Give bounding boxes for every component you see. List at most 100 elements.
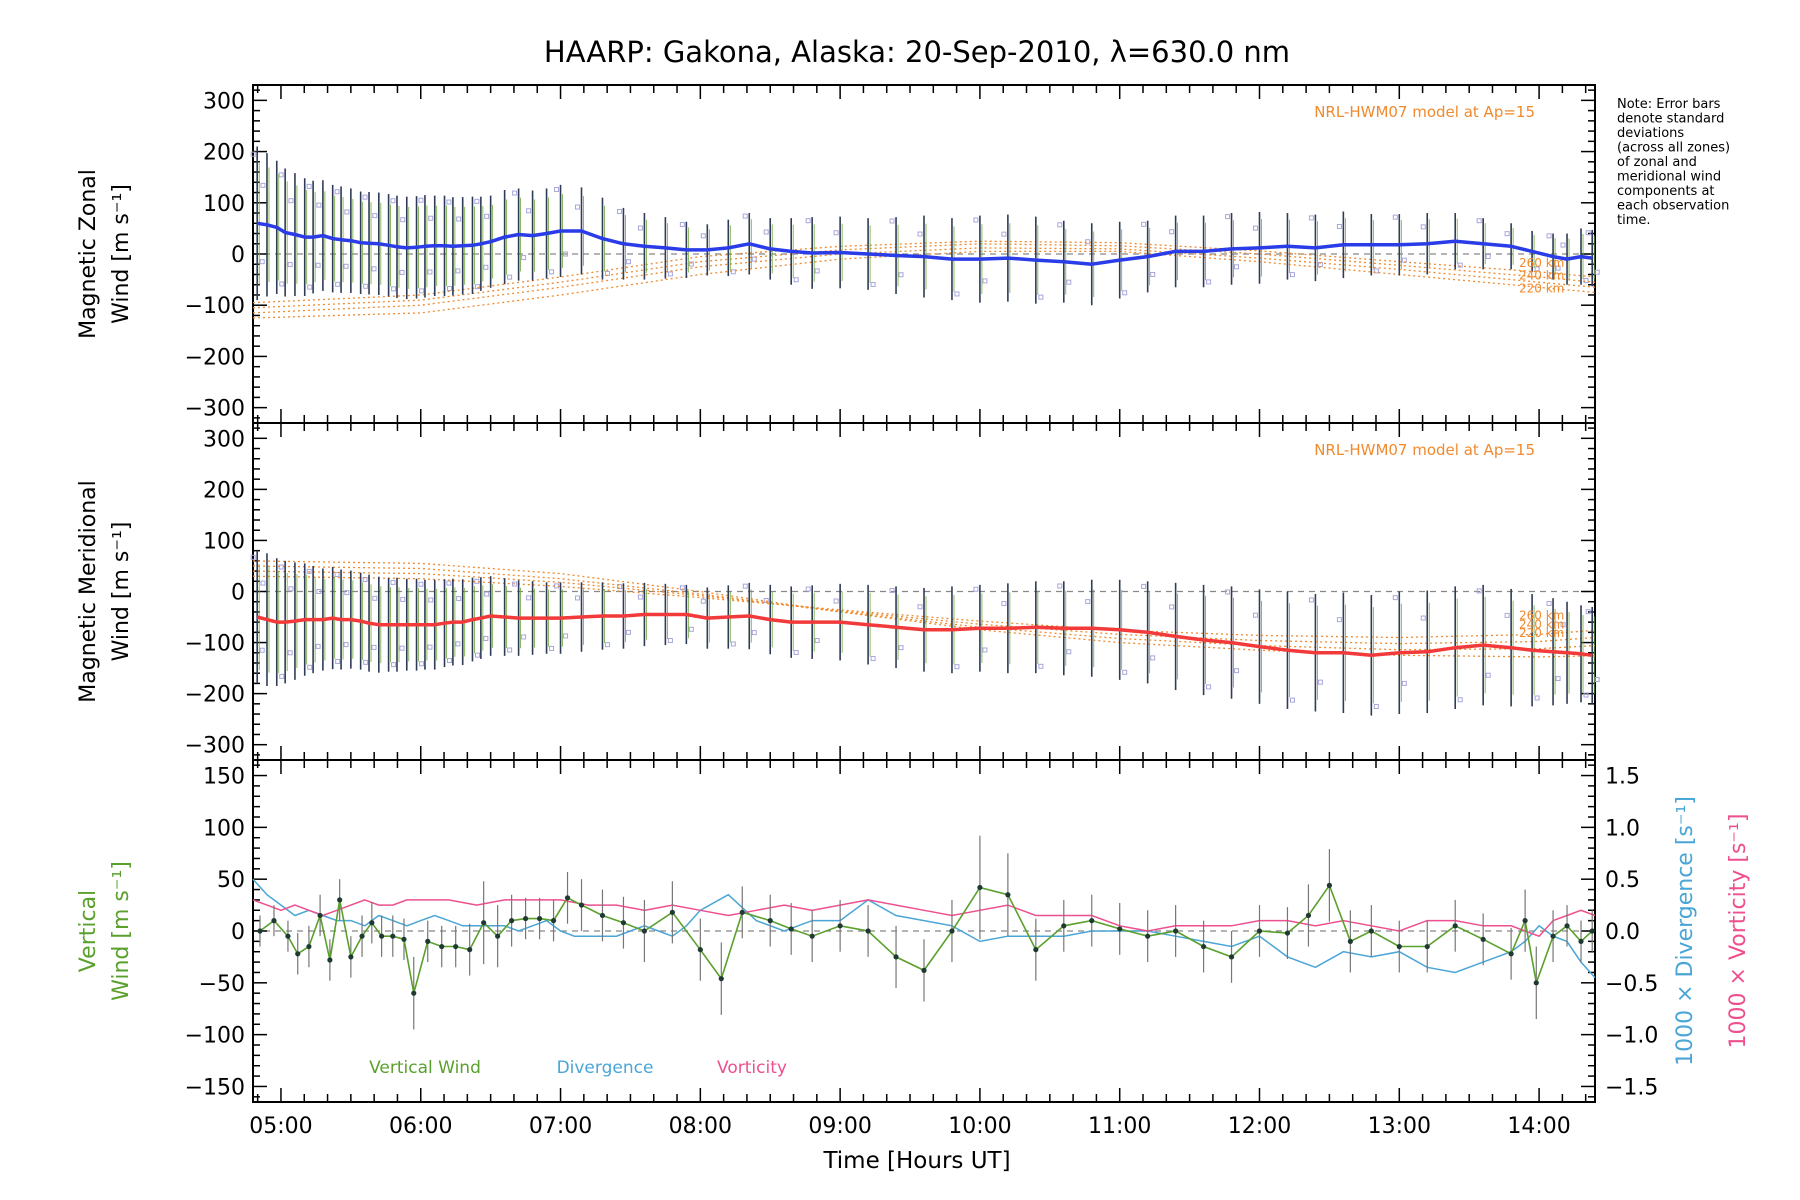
zone-sample: [1560, 242, 1566, 248]
zone-sample: [400, 217, 406, 223]
vertical-wind-point: [1200, 943, 1207, 950]
zone-sample: [1546, 233, 1552, 239]
y-axis-label: Wind [m s⁻¹]: [109, 184, 134, 324]
zone-sample: [1583, 278, 1589, 284]
y-axis-label: Magnetic Zonal: [76, 169, 101, 339]
vertical-wind-point: [1533, 980, 1539, 986]
zone-sample: [616, 584, 622, 590]
vertical-wind-point: [327, 957, 333, 963]
y-tick-label: 0: [231, 581, 245, 606]
zone-sample: [1253, 225, 1258, 231]
vertical-wind-point: [1368, 928, 1374, 934]
vertical-wind-point: [271, 918, 277, 924]
vertical-wind-point: [306, 943, 312, 950]
zone-sample: [260, 580, 266, 586]
y-tick-label: 100: [203, 529, 245, 554]
y-tick-label: −100: [185, 632, 245, 657]
zone-sample: [1038, 663, 1044, 669]
vertical-wind-point: [1284, 930, 1291, 936]
zone-sample: [730, 641, 736, 647]
vorticity-axis-label: 1000 × Vorticity [s⁻¹]: [1726, 814, 1751, 1049]
x-tick-label: 11:00: [1088, 1114, 1151, 1139]
vertical-wind-point: [1117, 926, 1123, 932]
zone-sample: [1534, 266, 1540, 272]
zone-sample: [742, 583, 748, 589]
vertical-wind-point: [522, 915, 529, 922]
zone-sample: [507, 647, 513, 653]
zone-sample: [474, 284, 480, 290]
vertical-wind-point: [337, 897, 343, 903]
vertical-wind-point: [977, 884, 983, 891]
zone-sample: [259, 259, 265, 265]
y-tick-label: −100: [185, 294, 245, 319]
zone-sample: [679, 222, 685, 228]
note-line: deviations: [1617, 126, 1684, 141]
zone-sample: [1001, 601, 1007, 607]
zone-sample: [456, 596, 462, 602]
zone-sample: [889, 587, 895, 593]
zone-sample: [1336, 223, 1342, 229]
zone-sample: [898, 272, 904, 278]
vertical-wind-point: [865, 928, 871, 934]
y-tick-label: −200: [185, 683, 245, 708]
zone-sample: [315, 262, 321, 268]
zone-sample: [427, 269, 433, 275]
vertical-wind-point: [1589, 928, 1595, 934]
zone-sample: [1066, 279, 1072, 285]
zone-sample: [521, 634, 527, 640]
y-axis-label: Magnetic Meridional: [76, 480, 101, 702]
zone-sample: [362, 577, 368, 583]
zone-sample: [700, 233, 706, 239]
vertical-wind-point: [550, 918, 557, 924]
y-tick-label: 0: [231, 920, 245, 945]
vertical-wind-point: [1033, 947, 1039, 953]
zone-sample: [1206, 279, 1212, 285]
zone-sample: [1317, 679, 1323, 685]
zone-sample: [250, 151, 256, 157]
zone-sample: [1141, 583, 1147, 589]
zone-sample: [625, 259, 631, 265]
zone-sample: [315, 643, 321, 649]
zone-sample: [1122, 290, 1128, 296]
y-tick-label: −200: [185, 345, 245, 370]
zone-sample: [1546, 600, 1552, 606]
zone-sample: [390, 198, 396, 204]
zone-sample: [667, 638, 673, 644]
zone-sample: [549, 645, 555, 651]
vertical-wind-point: [809, 933, 815, 939]
zone-sample: [688, 261, 694, 267]
vertical-wind-point: [893, 954, 899, 960]
vorticity-line: [252, 899, 1596, 938]
y-tick-label: 200: [203, 141, 245, 166]
vertical-wind-point: [390, 933, 396, 939]
zone-sample: [549, 269, 555, 275]
vertical-wind-point: [1508, 951, 1514, 957]
zone-sample: [575, 595, 581, 601]
zone-sample: [1308, 597, 1314, 603]
vertical-wind-point: [379, 933, 385, 939]
model-altitude-label: 220 km: [1519, 281, 1564, 295]
zone-sample: [1308, 215, 1314, 221]
vertical-wind-point: [1005, 892, 1011, 898]
zone-sample: [307, 284, 313, 290]
vertical-wind-point: [1452, 923, 1458, 929]
vertical-wind-point: [359, 933, 365, 939]
zone-sample: [814, 268, 820, 274]
zone-sample: [484, 591, 490, 597]
zone-sample: [1038, 294, 1044, 300]
note-line: time.: [1617, 213, 1651, 228]
x-axis-label: Time [Hours UT]: [822, 1148, 1010, 1174]
right-y-tick-label: 1.0: [1605, 816, 1640, 841]
zone-sample: [1485, 254, 1491, 260]
panel-zonal: 300 200 100 0 −100 −200 −300 Magnetic Zonal Wind…: [76, 84, 1600, 424]
zone-sample: [954, 291, 960, 297]
zone-sample: [805, 586, 811, 592]
vertical-wind-point: [1256, 928, 1263, 934]
vertical-wind-point: [1480, 936, 1486, 942]
zone-sample: [334, 189, 340, 195]
vertical-wind-point: [1305, 912, 1312, 919]
vertical-wind-point: [1145, 933, 1151, 939]
zone-sample: [1555, 676, 1561, 682]
